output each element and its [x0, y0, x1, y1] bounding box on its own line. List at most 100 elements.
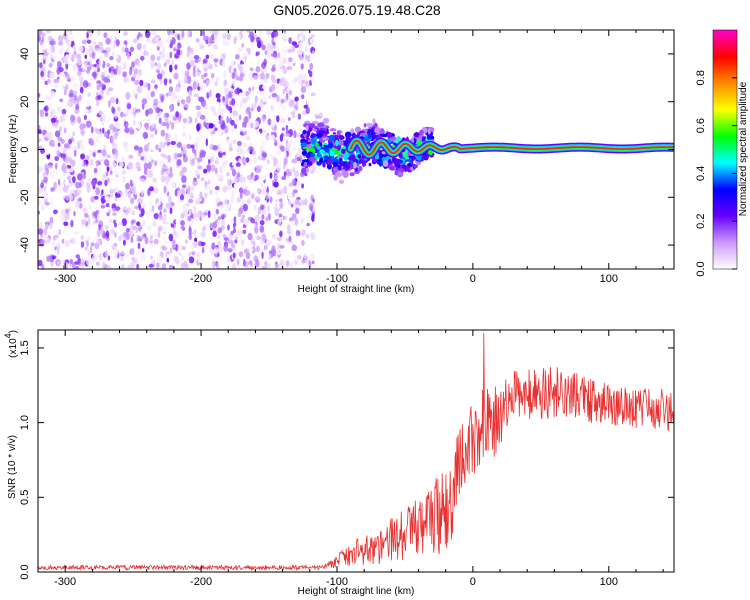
spectrogram-cell	[182, 101, 186, 106]
spectrogram-cell	[276, 237, 282, 242]
spectrogram-cell	[224, 87, 229, 95]
spectrogram-cell	[368, 162, 372, 167]
spectrogram-cell	[44, 105, 49, 112]
spectrogram-cell	[50, 90, 55, 99]
spectrogram-cell	[72, 53, 76, 61]
spectrogram-cell	[59, 115, 63, 123]
spectrogram-cell	[64, 156, 70, 163]
spectrogram-cell	[250, 97, 255, 104]
spectrogram-cell	[79, 263, 85, 269]
spectrogram-cell	[73, 149, 77, 157]
spectrogram-cell	[250, 107, 254, 112]
spectrogram-cell	[136, 42, 142, 51]
spectrogram-cell	[128, 69, 133, 76]
spectrogram-cell	[211, 152, 215, 160]
spectrogram-cell	[281, 132, 285, 137]
spectrogram-cell	[125, 78, 130, 83]
spectrogram-cell	[251, 86, 255, 91]
spectrogram-cell	[291, 158, 298, 164]
spectrogram-cell	[234, 123, 237, 129]
spectrogram-cell	[311, 260, 315, 265]
spectrogram-cell	[63, 262, 68, 269]
spectrogram-cell	[190, 60, 195, 67]
spectrogram-cell	[310, 194, 315, 202]
spectrogram-cell	[205, 39, 209, 45]
spectrogram-cell	[238, 158, 242, 163]
spectrogram-cell	[191, 157, 196, 165]
spectrogram-cell	[100, 71, 106, 80]
spectrogram-cell	[172, 174, 178, 179]
spectrogram-cell	[217, 235, 221, 239]
spectrogram-cell	[214, 167, 218, 174]
spectrogram-cell	[326, 163, 332, 170]
spectrogram-cell	[86, 146, 91, 153]
spectrogram-cell	[210, 164, 216, 172]
spectrogram-cell	[117, 130, 122, 136]
spectrogram-cell	[168, 33, 173, 41]
spectrogram-cell	[146, 224, 152, 232]
spectrogram-x-label: Height of straight line (km)	[298, 284, 415, 295]
spectrogram-cell	[106, 264, 111, 269]
spectrogram-cell	[200, 177, 205, 182]
spectrogram-cell	[256, 235, 261, 240]
spectrogram-cell	[235, 54, 240, 60]
spectrogram-cell	[118, 65, 123, 72]
spectrogram-cell	[309, 152, 316, 158]
spectrogram-cell	[181, 175, 187, 184]
spectrogram-cell	[67, 149, 72, 157]
spectrogram-cell	[175, 97, 181, 103]
spectrogram-cell	[217, 216, 222, 221]
spectrogram-cell	[350, 128, 355, 134]
spectrogram-cell	[87, 177, 92, 185]
spectrogram-cell	[170, 140, 176, 146]
spectrogram-cell	[51, 255, 56, 260]
spectrogram-cell	[101, 149, 107, 157]
spectrogram-cell	[141, 98, 148, 105]
spectrogram-cell	[62, 82, 66, 88]
spectrogram-cell	[73, 231, 79, 235]
spectrogram-cell	[42, 179, 48, 184]
spectrogram-cell	[83, 114, 87, 121]
spectrogram-cell	[187, 265, 191, 269]
spectrogram-cell	[283, 30, 286, 34]
spectrogram-cell	[220, 219, 225, 226]
spectrogram-cell	[77, 142, 81, 149]
spectrogram-cell	[51, 66, 57, 72]
spectrogram-cell	[217, 128, 222, 135]
spectrogram-cell	[54, 30, 59, 36]
spectrogram-cell	[294, 251, 297, 259]
spectrogram-cell	[157, 225, 163, 231]
spectrogram-cell	[103, 159, 109, 166]
spectrogram-cell	[271, 67, 276, 72]
spectrogram-cell	[249, 91, 255, 99]
spectrogram-cell	[302, 57, 306, 64]
spectrogram-cell	[223, 79, 228, 86]
snr-frame	[37, 329, 675, 573]
spectrogram-cell	[122, 205, 128, 211]
spectrogram-cell	[188, 256, 195, 264]
spectrogram-cell	[280, 118, 286, 123]
spectrogram-cell	[106, 78, 111, 83]
spectrogram-cell	[39, 251, 44, 255]
spectrogram-cell	[187, 198, 194, 204]
spectrogram-cell	[157, 232, 161, 238]
spectrogram-cell	[309, 70, 313, 78]
spectrogram-cell	[77, 197, 82, 202]
spectrogram-cell	[90, 242, 95, 247]
spectrogram-cell	[273, 158, 279, 165]
signal-trace	[346, 136, 674, 160]
spectrogram-cell	[236, 197, 241, 203]
spectrogram-cell	[121, 169, 127, 175]
spectrogram-cell	[271, 234, 276, 239]
spectrogram-cell	[187, 215, 192, 222]
spectrogram-cell	[186, 117, 190, 124]
spectrogram-cell	[148, 144, 152, 152]
spectrogram-cell	[265, 89, 271, 98]
spectrogram-cell	[54, 162, 58, 170]
spectrogram-cell	[135, 232, 138, 241]
spectrogram-cell	[340, 148, 346, 154]
spectrogram-cell	[218, 246, 223, 253]
spectrogram-cell	[168, 264, 174, 269]
spectrogram-cell	[165, 202, 172, 209]
spectrogram-cell	[153, 167, 158, 175]
